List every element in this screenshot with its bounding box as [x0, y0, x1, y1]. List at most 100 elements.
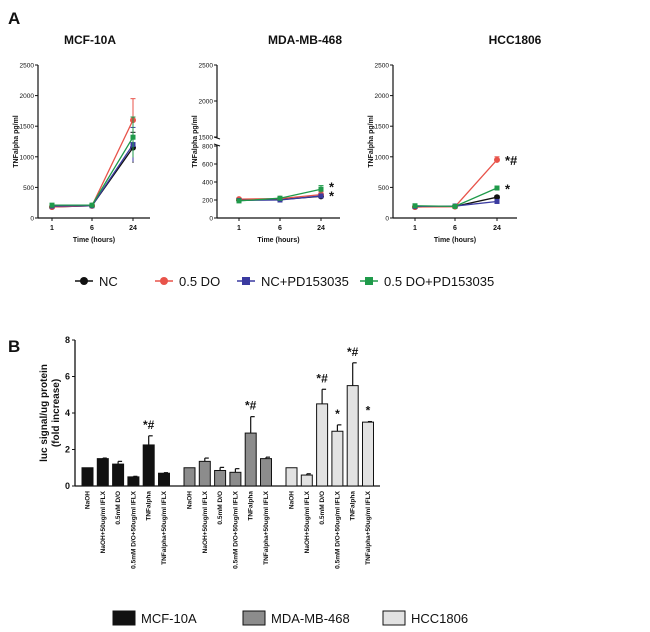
- bar: [81, 467, 94, 487]
- x-axis-label: Time (hours): [73, 237, 115, 244]
- y-tick-label: 500: [23, 185, 34, 192]
- category-label: TNFalpha+50ug/ml IFLX: [365, 490, 372, 565]
- bar: [142, 444, 155, 487]
- category-label: TNFalpha: [350, 491, 357, 521]
- category-label: TNFalpha+50ug/ml IFLX: [161, 490, 168, 565]
- data-point: [277, 195, 283, 201]
- category-label: 0.5mM D/O+50ug/ml IFLX: [232, 490, 239, 569]
- significance-mark: *#: [316, 371, 328, 385]
- bar: [112, 463, 125, 487]
- significance-mark: *#: [143, 418, 155, 432]
- y-tick-label: 500: [378, 185, 389, 192]
- legend-label: NC+PD153035: [261, 274, 349, 289]
- panel-b-label: B: [8, 337, 20, 356]
- significance-mark: *#: [347, 345, 359, 359]
- y-tick-label: 2000: [20, 93, 35, 100]
- category-label: TNFalpha: [248, 491, 255, 521]
- y-tick-label: 600: [202, 162, 213, 169]
- category-label: NaOH+50ug/ml IFLX: [202, 490, 209, 553]
- y-tick-label: 0: [65, 481, 70, 491]
- bar: [316, 403, 329, 487]
- category-label: NaOH: [85, 491, 92, 509]
- y-tick-label: 2500: [20, 63, 35, 70]
- data-point: [236, 198, 242, 204]
- legend-marker: [365, 277, 373, 285]
- legend-label: MCF-10A: [141, 611, 197, 626]
- bar: [96, 458, 109, 487]
- series-line-3: [52, 136, 134, 206]
- x-tick-label: 6: [453, 225, 457, 232]
- category-label: NaOH+50ug/ml IFLX: [100, 490, 107, 553]
- legend-label: 0.5 DO: [179, 274, 220, 289]
- legend-label: MDA-MB-468: [271, 611, 350, 626]
- y-tick-label: 4: [65, 408, 70, 418]
- y-tick-label: 1500: [199, 135, 214, 142]
- significance-mark: *#: [505, 153, 518, 168]
- bar: [244, 432, 257, 487]
- significance-mark: *: [329, 189, 335, 204]
- bar: [158, 472, 170, 487]
- panel-a-label: A: [8, 9, 20, 28]
- bar: [214, 469, 227, 487]
- legend-label: 0.5 DO+PD153035: [384, 274, 494, 289]
- chart-title: HCC1806: [489, 33, 542, 47]
- data-point: [494, 156, 500, 163]
- y-tick-label: 1000: [375, 154, 390, 161]
- data-point: [89, 202, 95, 208]
- legend-label: HCC1806: [411, 611, 468, 626]
- significance-mark: *: [335, 407, 340, 421]
- bar: [346, 385, 359, 487]
- y-tick-label: 1000: [20, 154, 35, 161]
- data-point: [494, 185, 500, 191]
- category-label: 0.5mM D/O: [217, 491, 224, 525]
- significance-mark: *: [505, 181, 511, 196]
- legend-marker: [160, 277, 168, 285]
- legend-swatch: [112, 610, 136, 626]
- legend-marker: [80, 277, 88, 285]
- category-label: 0.5mM D/O: [319, 491, 326, 525]
- category-label: NaOH: [187, 491, 194, 509]
- data-point: [494, 198, 500, 204]
- y-tick-label: 2000: [375, 93, 390, 100]
- data-point: [318, 186, 324, 192]
- legend-label: NC: [99, 274, 118, 289]
- bar: [229, 471, 242, 487]
- x-axis-label: Time (hours): [257, 237, 299, 244]
- x-tick-label: 1: [413, 225, 417, 232]
- y-axis-label: (fold increase): [51, 379, 62, 447]
- chart-title: MDA-MB-468: [268, 33, 342, 47]
- category-label: 0.5mM D/O: [115, 491, 122, 525]
- y-axis-label: TNFalpha pg/ml: [13, 115, 20, 168]
- bar: [362, 421, 374, 487]
- y-tick-label: 2500: [199, 63, 214, 70]
- y-tick-label: 8: [65, 335, 70, 345]
- category-label: NaOH+50ug/ml IFLX: [304, 490, 311, 553]
- data-point: [49, 202, 55, 208]
- y-tick-label: 2: [65, 445, 70, 455]
- category-label: TNFalpha: [146, 491, 153, 521]
- y-tick-label: 400: [202, 180, 213, 187]
- category-label: 0.5mM D/O+50ug/ml IFLX: [130, 490, 137, 569]
- data-point: [130, 134, 136, 140]
- y-axis-label: TNFalpha pg/ml: [192, 115, 199, 168]
- significance-mark: *: [329, 180, 335, 195]
- x-axis-label: Time (hours): [434, 237, 476, 244]
- series-line-2: [51, 144, 134, 207]
- x-tick-label: 1: [237, 225, 241, 232]
- y-tick-label: 0: [30, 216, 34, 223]
- legend-swatch: [242, 610, 266, 626]
- axis-break-mark: [213, 143, 221, 147]
- data-point: [412, 203, 418, 209]
- category-label: NaOH: [289, 491, 296, 509]
- significance-mark: *: [366, 404, 371, 418]
- bar: [127, 476, 140, 487]
- x-tick-label: 24: [129, 225, 137, 232]
- data-point: [494, 194, 500, 201]
- y-tick-label: 200: [202, 198, 213, 205]
- x-tick-label: 24: [493, 225, 501, 232]
- data-point: [318, 193, 324, 199]
- chart-title: MCF-10A: [64, 33, 116, 47]
- y-tick-label: 2000: [199, 99, 214, 106]
- bar: [198, 460, 211, 487]
